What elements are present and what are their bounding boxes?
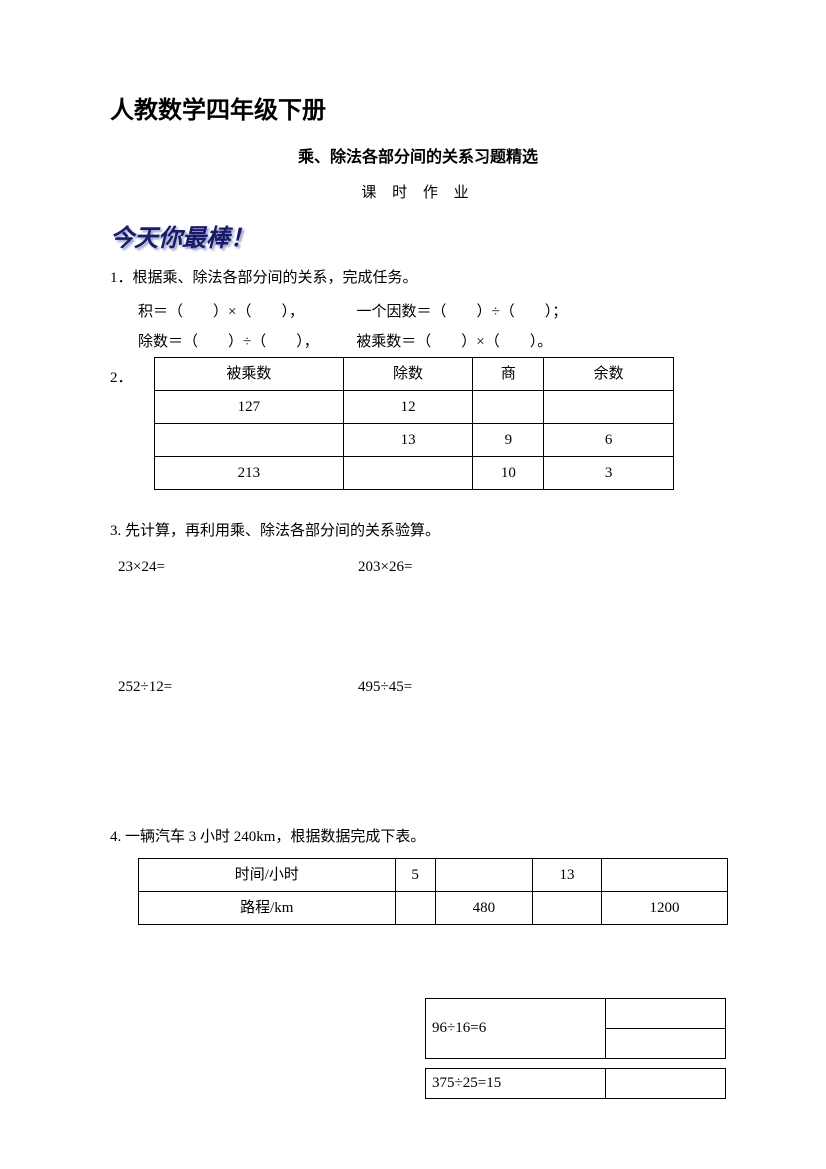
- bottom-table: 96÷16=6 375÷25=15: [425, 998, 726, 1099]
- q2-header: 余数: [544, 358, 674, 391]
- q4-cell: 5: [395, 859, 435, 892]
- q1-prompt: 1．根据乘、除法各部分间的关系，完成任务。: [110, 263, 726, 293]
- bottom-cell-blank: [606, 1029, 726, 1059]
- q3-expr: 23×24=: [118, 552, 358, 582]
- q2-header: 除数: [343, 358, 473, 391]
- q2-cell: 13: [343, 424, 473, 457]
- q2-cell: [343, 457, 473, 490]
- q2-cell: 3: [544, 457, 674, 490]
- q4-cell: [395, 892, 435, 925]
- q1-line2: 除数＝（ ）÷（ ）， 被乘数＝（ ）×（ ）。: [110, 327, 726, 357]
- q2-cell: 12: [343, 391, 473, 424]
- q3-prompt: 3. 先计算，再利用乘、除法各部分间的关系验算。: [110, 516, 726, 546]
- q3-expr: 252÷12=: [118, 672, 358, 702]
- q3-expr: 203×26=: [358, 552, 598, 582]
- q4-cell: 路程/km: [139, 892, 396, 925]
- bottom-cell: 96÷16=6: [426, 999, 606, 1059]
- bottom-cell-blank: [606, 1069, 726, 1099]
- q4-cell: [601, 859, 727, 892]
- q2-cell: 10: [473, 457, 544, 490]
- q4-table: 时间/小时 5 13 路程/km 480 1200: [138, 858, 728, 925]
- question-4: 4. 一辆汽车 3 小时 240km，根据数据完成下表。 时间/小时 5 13 …: [110, 822, 726, 925]
- table-row: 被乘数 除数 商 余数: [155, 358, 674, 391]
- q2-number: 2．: [110, 357, 154, 393]
- table-row: 时间/小时 5 13: [139, 859, 728, 892]
- q2-cell: 213: [155, 457, 344, 490]
- q4-cell: [533, 892, 602, 925]
- q1-line1: 积＝（ ）×（ ）， 一个因数＝（ ）÷（ ）；: [110, 297, 726, 327]
- q2-cell: 127: [155, 391, 344, 424]
- q4-cell: [435, 859, 532, 892]
- q4-prompt: 4. 一辆汽车 3 小时 240km，根据数据完成下表。: [110, 822, 726, 852]
- q3-expr: 495÷45=: [358, 672, 598, 702]
- question-3: 3. 先计算，再利用乘、除法各部分间的关系验算。 23×24= 203×26= …: [110, 516, 726, 702]
- q4-cell: 1200: [601, 892, 727, 925]
- q4-cell: 时间/小时: [139, 859, 396, 892]
- bottom-cell: 375÷25=15: [426, 1069, 606, 1099]
- main-title: 人教数学四年级下册: [110, 90, 726, 125]
- table-row: 213 10 3: [155, 457, 674, 490]
- table-row: 96÷16=6: [426, 999, 726, 1029]
- subtitle: 乘、除法各部分间的关系习题精选: [110, 143, 726, 167]
- table-gap: [426, 1059, 726, 1069]
- question-1: 1．根据乘、除法各部分间的关系，完成任务。 积＝（ ）×（ ）， 一个因数＝（ …: [110, 263, 726, 357]
- table-row: 13 9 6: [155, 424, 674, 457]
- lesson-label: 课 时 作 业: [110, 181, 726, 202]
- bottom-cell-blank: [606, 999, 726, 1029]
- q2-cell: [544, 391, 674, 424]
- q4-cell: 480: [435, 892, 532, 925]
- table-row: 路程/km 480 1200: [139, 892, 728, 925]
- q2-table: 被乘数 除数 商 余数 127 12 13 9 6 213 10 3: [154, 357, 674, 490]
- banner: 今天你最棒！: [110, 218, 726, 253]
- question-2: 2． 被乘数 除数 商 余数 127 12 13 9 6 213: [110, 357, 726, 490]
- table-row: 127 12: [155, 391, 674, 424]
- q2-header: 被乘数: [155, 358, 344, 391]
- q2-header: 商: [473, 358, 544, 391]
- q2-cell: [473, 391, 544, 424]
- table-row: 375÷25=15: [426, 1069, 726, 1099]
- q2-cell: [155, 424, 344, 457]
- q2-cell: 6: [544, 424, 674, 457]
- q4-cell: 13: [533, 859, 602, 892]
- q2-cell: 9: [473, 424, 544, 457]
